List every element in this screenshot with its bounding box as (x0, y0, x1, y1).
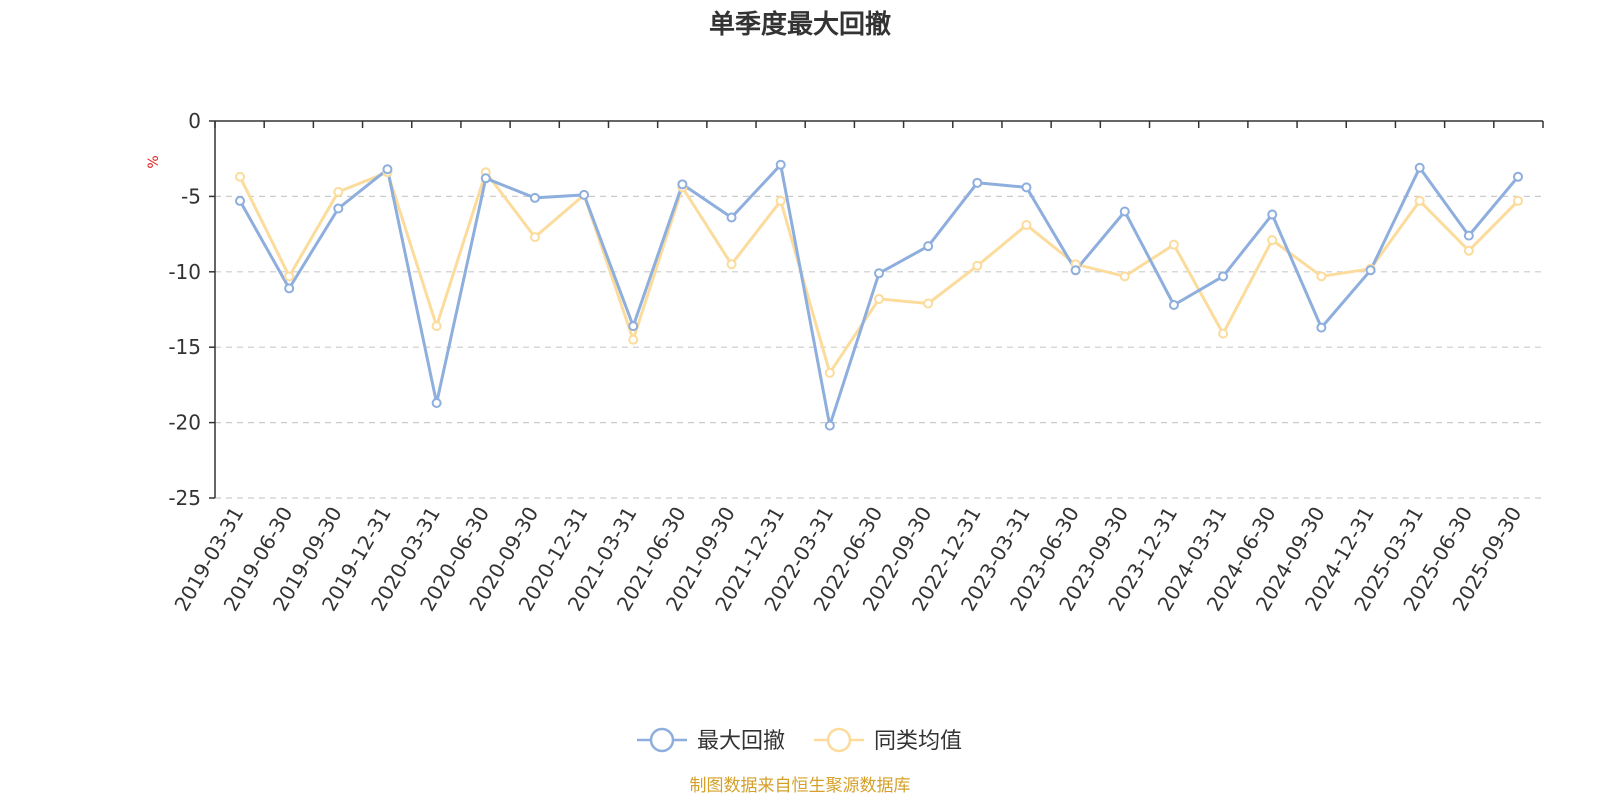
data-point (1365, 265, 1376, 276)
grid-lines (215, 195, 1543, 499)
series-group (235, 159, 1523, 431)
data-point (874, 268, 884, 279)
data-point (1021, 182, 1032, 193)
data-point (1168, 299, 1179, 310)
data-point (1316, 322, 1327, 333)
data-point (726, 259, 737, 270)
data-point (1513, 171, 1523, 182)
legend-label: 最大回撤 (697, 729, 785, 754)
data-point (382, 164, 393, 175)
y-tick-label: -25 (168, 486, 201, 510)
data-point (431, 397, 442, 408)
legend-marker (649, 727, 675, 753)
data-point (480, 173, 491, 184)
data-point (628, 334, 639, 345)
data-point (333, 203, 344, 214)
data-point (1267, 209, 1278, 220)
data-point (923, 298, 934, 309)
legend: 最大回撤 同类均值 (637, 727, 962, 754)
y-tick-label: -20 (168, 411, 201, 435)
data-point (775, 159, 786, 170)
y-tick-label: -10 (168, 260, 201, 284)
y-tick-label: -5 (181, 184, 201, 208)
data-point (1267, 235, 1278, 246)
data-point (1463, 245, 1474, 256)
data-point (1316, 271, 1327, 282)
data-point (972, 260, 983, 271)
data-point (1119, 271, 1130, 282)
data-point (284, 283, 295, 294)
data-point (824, 420, 835, 431)
data-point (235, 195, 245, 206)
legend-marker (826, 727, 852, 753)
data-point (235, 171, 245, 182)
data-point (1463, 230, 1474, 241)
data-point (923, 241, 934, 252)
y-axis-unit: % (146, 155, 162, 168)
data-point (579, 189, 590, 200)
data-point (677, 179, 688, 190)
data-point (1414, 195, 1425, 206)
data-point (284, 271, 295, 282)
y-tick-label: -15 (168, 335, 201, 359)
source-note: 制图数据来自恒生聚源数据库 (690, 776, 911, 796)
data-point (529, 192, 540, 203)
data-point (775, 195, 786, 206)
data-point (1513, 195, 1523, 206)
data-point (333, 186, 344, 197)
data-point (1414, 162, 1425, 173)
data-point (972, 177, 983, 188)
data-point (431, 321, 442, 332)
x-axis-ticks: 2019-03-312019-06-302019-09-302019-12-31… (169, 121, 1544, 615)
data-point (824, 367, 835, 378)
chart-title: 单季度最大回撤 (709, 9, 891, 40)
data-point (726, 212, 737, 223)
data-point (1070, 265, 1081, 276)
y-tick-label: 0 (188, 109, 201, 133)
data-point (1218, 271, 1229, 282)
data-point (1168, 239, 1179, 250)
data-point (1119, 206, 1130, 217)
data-point (529, 232, 540, 243)
y-axis-ticks: 0 -5 -10 -15 -20 -25 (168, 109, 215, 510)
data-point (874, 293, 884, 304)
data-point (628, 321, 639, 332)
legend-label: 同类均值 (874, 729, 962, 754)
axes (214, 120, 1543, 498)
data-point (1218, 328, 1229, 339)
data-point (1021, 220, 1032, 231)
